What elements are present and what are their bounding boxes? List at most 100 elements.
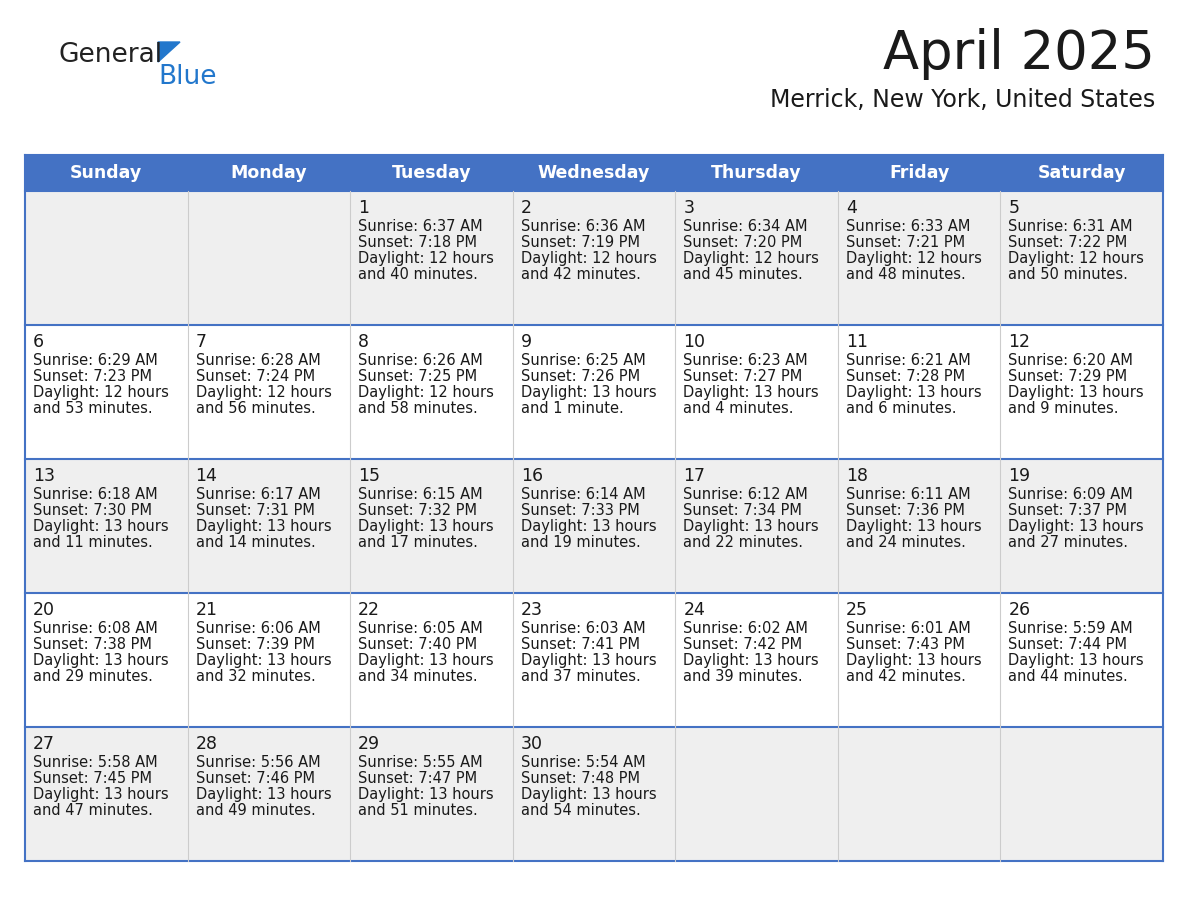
Text: and 1 minute.: and 1 minute. (520, 401, 624, 416)
Text: Sunset: 7:25 PM: Sunset: 7:25 PM (358, 369, 478, 384)
Text: Daylight: 13 hours: Daylight: 13 hours (358, 653, 494, 668)
Text: Sunset: 7:46 PM: Sunset: 7:46 PM (196, 771, 315, 786)
Text: Daylight: 12 hours: Daylight: 12 hours (846, 251, 981, 266)
Text: 5: 5 (1009, 199, 1019, 217)
Text: 21: 21 (196, 601, 217, 619)
Text: April 2025: April 2025 (883, 28, 1155, 80)
Text: Sunrise: 6:31 AM: Sunrise: 6:31 AM (1009, 219, 1133, 234)
Text: Daylight: 13 hours: Daylight: 13 hours (196, 519, 331, 534)
Text: Sunset: 7:36 PM: Sunset: 7:36 PM (846, 503, 965, 518)
Bar (675, 191, 838, 325)
Text: Sunset: 7:19 PM: Sunset: 7:19 PM (520, 235, 639, 250)
Text: Daylight: 12 hours: Daylight: 12 hours (358, 385, 494, 400)
Bar (188, 191, 350, 325)
Text: Sunset: 7:31 PM: Sunset: 7:31 PM (196, 503, 315, 518)
Text: 22: 22 (358, 601, 380, 619)
Text: 9: 9 (520, 333, 532, 351)
Text: Friday: Friday (889, 164, 949, 182)
Text: and 22 minutes.: and 22 minutes. (683, 535, 803, 550)
Text: 16: 16 (520, 467, 543, 485)
Text: 17: 17 (683, 467, 706, 485)
Bar (350, 593, 513, 727)
Bar (25, 593, 188, 727)
Text: and 53 minutes.: and 53 minutes. (33, 401, 152, 416)
Text: Sunset: 7:41 PM: Sunset: 7:41 PM (520, 637, 639, 652)
Text: Daylight: 13 hours: Daylight: 13 hours (683, 653, 819, 668)
Text: Daylight: 13 hours: Daylight: 13 hours (520, 653, 656, 668)
Bar (188, 325, 350, 459)
Bar (25, 459, 188, 593)
Text: Sunset: 7:40 PM: Sunset: 7:40 PM (358, 637, 478, 652)
Text: Sunset: 7:27 PM: Sunset: 7:27 PM (683, 369, 803, 384)
Text: 29: 29 (358, 735, 380, 753)
Text: and 19 minutes.: and 19 minutes. (520, 535, 640, 550)
Text: Sunrise: 5:54 AM: Sunrise: 5:54 AM (520, 755, 645, 770)
Text: Sunrise: 5:59 AM: Sunrise: 5:59 AM (1009, 621, 1133, 636)
Text: Thursday: Thursday (712, 164, 802, 182)
Text: 4: 4 (846, 199, 857, 217)
Text: and 51 minutes.: and 51 minutes. (358, 803, 478, 818)
Text: 14: 14 (196, 467, 217, 485)
Text: Sunrise: 6:34 AM: Sunrise: 6:34 AM (683, 219, 808, 234)
Text: 28: 28 (196, 735, 217, 753)
Text: 24: 24 (683, 601, 706, 619)
Text: Sunrise: 6:36 AM: Sunrise: 6:36 AM (520, 219, 645, 234)
Bar (350, 191, 513, 325)
Bar (838, 191, 1000, 325)
Bar (513, 727, 675, 861)
Text: 10: 10 (683, 333, 706, 351)
Text: Sunset: 7:48 PM: Sunset: 7:48 PM (520, 771, 639, 786)
Bar (513, 459, 675, 593)
Text: Sunset: 7:22 PM: Sunset: 7:22 PM (1009, 235, 1127, 250)
Text: Sunset: 7:39 PM: Sunset: 7:39 PM (196, 637, 315, 652)
Text: Daylight: 13 hours: Daylight: 13 hours (33, 653, 169, 668)
Bar (838, 727, 1000, 861)
Text: and 39 minutes.: and 39 minutes. (683, 669, 803, 684)
Text: Sunrise: 6:09 AM: Sunrise: 6:09 AM (1009, 487, 1133, 502)
Bar (188, 459, 350, 593)
Text: Sunset: 7:45 PM: Sunset: 7:45 PM (33, 771, 152, 786)
Text: Daylight: 12 hours: Daylight: 12 hours (520, 251, 657, 266)
Text: Sunrise: 6:02 AM: Sunrise: 6:02 AM (683, 621, 808, 636)
Text: Sunrise: 6:11 AM: Sunrise: 6:11 AM (846, 487, 971, 502)
Bar (25, 325, 188, 459)
Text: Sunday: Sunday (70, 164, 143, 182)
Bar (675, 727, 838, 861)
Bar (513, 593, 675, 727)
Text: Daylight: 13 hours: Daylight: 13 hours (1009, 385, 1144, 400)
Text: Daylight: 13 hours: Daylight: 13 hours (520, 787, 656, 802)
Text: and 11 minutes.: and 11 minutes. (33, 535, 153, 550)
Bar (513, 325, 675, 459)
Text: Sunset: 7:34 PM: Sunset: 7:34 PM (683, 503, 802, 518)
Bar (188, 727, 350, 861)
Text: Daylight: 13 hours: Daylight: 13 hours (846, 385, 981, 400)
Text: Sunrise: 6:01 AM: Sunrise: 6:01 AM (846, 621, 971, 636)
Text: and 40 minutes.: and 40 minutes. (358, 267, 478, 282)
Text: Sunrise: 6:12 AM: Sunrise: 6:12 AM (683, 487, 808, 502)
Text: Sunset: 7:33 PM: Sunset: 7:33 PM (520, 503, 639, 518)
Text: and 27 minutes.: and 27 minutes. (1009, 535, 1129, 550)
Polygon shape (158, 42, 181, 62)
Text: Sunset: 7:30 PM: Sunset: 7:30 PM (33, 503, 152, 518)
Text: Sunset: 7:47 PM: Sunset: 7:47 PM (358, 771, 478, 786)
Text: Daylight: 13 hours: Daylight: 13 hours (1009, 519, 1144, 534)
Text: Sunset: 7:28 PM: Sunset: 7:28 PM (846, 369, 965, 384)
Text: 2: 2 (520, 199, 532, 217)
Text: Sunrise: 6:14 AM: Sunrise: 6:14 AM (520, 487, 645, 502)
Bar (838, 325, 1000, 459)
Text: Daylight: 13 hours: Daylight: 13 hours (33, 519, 169, 534)
Text: Daylight: 13 hours: Daylight: 13 hours (520, 519, 656, 534)
Text: Sunset: 7:32 PM: Sunset: 7:32 PM (358, 503, 478, 518)
Text: Monday: Monday (230, 164, 308, 182)
Text: Sunset: 7:29 PM: Sunset: 7:29 PM (1009, 369, 1127, 384)
Bar (350, 459, 513, 593)
Text: 12: 12 (1009, 333, 1030, 351)
Text: Sunrise: 6:25 AM: Sunrise: 6:25 AM (520, 353, 645, 368)
Text: Sunrise: 6:26 AM: Sunrise: 6:26 AM (358, 353, 482, 368)
Text: Daylight: 13 hours: Daylight: 13 hours (683, 519, 819, 534)
Text: and 6 minutes.: and 6 minutes. (846, 401, 956, 416)
Text: Sunset: 7:42 PM: Sunset: 7:42 PM (683, 637, 802, 652)
Text: and 58 minutes.: and 58 minutes. (358, 401, 478, 416)
Text: and 29 minutes.: and 29 minutes. (33, 669, 153, 684)
Text: Sunset: 7:43 PM: Sunset: 7:43 PM (846, 637, 965, 652)
